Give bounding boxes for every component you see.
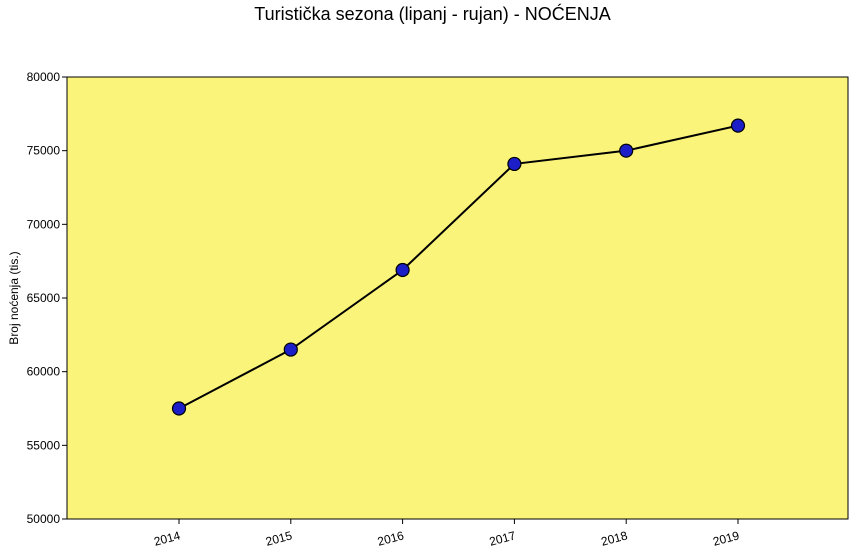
series-layer — [171, 118, 746, 416]
data-point-2018 — [619, 143, 634, 158]
data-point-2014 — [171, 401, 187, 416]
y-tick-label: 50000 — [27, 512, 61, 526]
data-point-2015 — [283, 342, 298, 357]
data-point-2019 — [730, 118, 746, 133]
y-tick-label: 75000 — [27, 144, 61, 158]
y-axis-label: Broj noćenja (tis.) — [7, 251, 21, 344]
y-tick-label: 80000 — [27, 70, 61, 84]
x-tick-label: 2015 — [264, 528, 294, 549]
y-tick-label: 60000 — [27, 365, 61, 379]
y-tick-label: 65000 — [27, 291, 61, 305]
series-line — [178, 124, 739, 410]
x-tick-label: 2014 — [152, 528, 182, 549]
x-axis: 2014 2015 2016 2017 2018 2019 — [152, 519, 741, 549]
y-tick-label: 55000 — [27, 438, 61, 452]
x-tick-label: 2017 — [488, 528, 518, 549]
data-point-2016 — [395, 262, 410, 278]
x-tick-label: 2019 — [711, 528, 741, 549]
plot-area — [66, 76, 849, 520]
chart-title: Turistička sezona (lipanj - rujan) - NOĆ… — [254, 4, 611, 24]
data-point-2017 — [507, 156, 522, 172]
y-tick-label: 70000 — [27, 217, 61, 231]
x-tick-label: 2018 — [600, 528, 630, 549]
y-axis: 50000 55000 60000 65000 70000 75000 80000 — [27, 70, 67, 526]
x-tick-label: 2016 — [376, 528, 406, 549]
